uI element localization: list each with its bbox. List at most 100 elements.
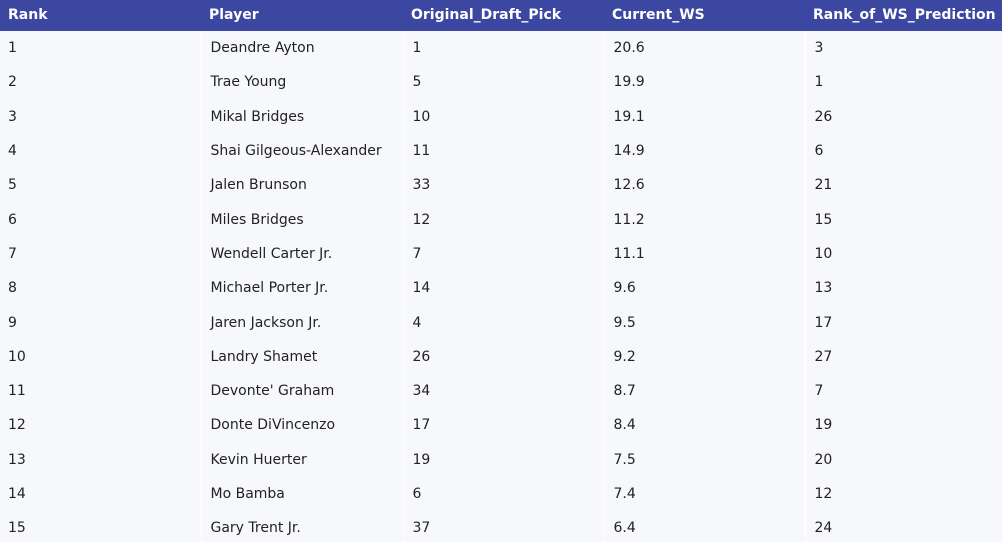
table-row: 7 Wendell Carter Jr. 7 11.1 10 bbox=[0, 236, 1002, 272]
cell-current-ws: 9.2 bbox=[602, 339, 805, 374]
cell-original-draft-pick: 17 bbox=[401, 408, 604, 443]
cell-original-draft-pick: 33 bbox=[401, 168, 604, 203]
table-row: 3 Mikal Bridges 10 19.1 26 bbox=[0, 99, 1002, 134]
cell-rank: 15 bbox=[8, 520, 26, 537]
cell-current-ws: 6.4 bbox=[602, 511, 805, 542]
cell-rank: 7 bbox=[8, 245, 17, 262]
column-header-rank-of-ws-prediction[interactable]: Rank_of_WS_Prediction bbox=[813, 6, 996, 23]
column-header-player[interactable]: Player bbox=[209, 6, 259, 23]
cell-player: Landry Shamet bbox=[199, 339, 403, 374]
cell-player: Miles Bridges bbox=[199, 202, 403, 237]
cell-current-ws: 14.9 bbox=[602, 133, 805, 169]
cell-rank-of-ws-prediction: 19 bbox=[803, 408, 1002, 443]
cell-rank-of-ws-prediction: 1 bbox=[803, 65, 1002, 100]
cell-rank: 9 bbox=[8, 314, 17, 331]
cell-rank: 11 bbox=[8, 383, 26, 400]
cell-player: Jaren Jackson Jr. bbox=[199, 305, 403, 340]
cell-original-draft-pick: 12 bbox=[401, 202, 604, 237]
cell-rank-of-ws-prediction: 15 bbox=[803, 202, 1002, 237]
cell-player: Mo Bamba bbox=[199, 476, 403, 512]
cell-rank: 12 bbox=[8, 417, 26, 434]
cell-player: Jalen Brunson bbox=[199, 168, 403, 203]
cell-original-draft-pick: 1 bbox=[401, 31, 604, 66]
cell-rank: 2 bbox=[8, 74, 17, 91]
table-row: 1 Deandre Ayton 1 20.6 3 bbox=[0, 31, 1002, 66]
cell-current-ws: 11.1 bbox=[602, 236, 805, 272]
cell-current-ws: 20.6 bbox=[602, 31, 805, 66]
cell-original-draft-pick: 5 bbox=[401, 65, 604, 100]
cell-current-ws: 7.4 bbox=[602, 476, 805, 512]
table-header: Rank Player Original_Draft_Pick Current_… bbox=[0, 0, 1002, 31]
cell-player: Kevin Huerter bbox=[199, 442, 403, 477]
cell-rank: 6 bbox=[8, 211, 17, 228]
cell-current-ws: 19.1 bbox=[602, 99, 805, 134]
cell-player: Deandre Ayton bbox=[199, 31, 403, 66]
cell-rank-of-ws-prediction: 13 bbox=[803, 271, 1002, 306]
table-row: 13 Kevin Huerter 19 7.5 20 bbox=[0, 442, 1002, 477]
cell-rank: 10 bbox=[8, 348, 26, 365]
table-row: 5 Jalen Brunson 33 12.6 21 bbox=[0, 168, 1002, 203]
column-header-current-ws[interactable]: Current_WS bbox=[612, 6, 705, 23]
cell-current-ws: 9.5 bbox=[602, 305, 805, 340]
cell-player: Gary Trent Jr. bbox=[199, 511, 403, 542]
cell-current-ws: 7.5 bbox=[602, 442, 805, 477]
table-row: 12 Donte DiVincenzo 17 8.4 19 bbox=[0, 408, 1002, 443]
table-row: 8 Michael Porter Jr. 14 9.6 13 bbox=[0, 271, 1002, 306]
cell-current-ws: 11.2 bbox=[602, 202, 805, 237]
cell-rank: 4 bbox=[8, 143, 17, 160]
cell-original-draft-pick: 4 bbox=[401, 305, 604, 340]
cell-original-draft-pick: 11 bbox=[401, 133, 604, 169]
cell-rank: 14 bbox=[8, 486, 26, 502]
table-row: 14 Mo Bamba 6 7.4 12 bbox=[0, 476, 1002, 512]
cell-rank: 5 bbox=[8, 177, 17, 194]
cell-original-draft-pick: 6 bbox=[401, 476, 604, 512]
cell-player: Donte DiVincenzo bbox=[199, 408, 403, 443]
table-row: 4 Shai Gilgeous-Alexander 11 14.9 6 bbox=[0, 133, 1002, 169]
header-row: Rank Player Original_Draft_Pick Current_… bbox=[0, 0, 1002, 31]
table-row: 10 Landry Shamet 26 9.2 27 bbox=[0, 339, 1002, 374]
cell-rank-of-ws-prediction: 7 bbox=[803, 373, 1002, 409]
cell-current-ws: 19.9 bbox=[602, 65, 805, 100]
cell-current-ws: 9.6 bbox=[602, 271, 805, 306]
cell-rank-of-ws-prediction: 6 bbox=[803, 133, 1002, 169]
cell-original-draft-pick: 37 bbox=[401, 511, 604, 542]
cell-rank-of-ws-prediction: 20 bbox=[803, 442, 1002, 477]
table-row: 2 Trae Young 5 19.9 1 bbox=[0, 65, 1002, 100]
cell-rank: 3 bbox=[8, 108, 17, 125]
cell-original-draft-pick: 26 bbox=[401, 339, 604, 374]
cell-rank: 1 bbox=[8, 40, 17, 57]
cell-current-ws: 8.7 bbox=[602, 373, 805, 409]
cell-current-ws: 12.6 bbox=[602, 168, 805, 203]
table-row: 15 Gary Trent Jr. 37 6.4 24 bbox=[0, 511, 1002, 542]
cell-original-draft-pick: 34 bbox=[401, 373, 604, 409]
cell-player: Mikal Bridges bbox=[199, 99, 403, 134]
cell-rank-of-ws-prediction: 24 bbox=[803, 511, 1002, 542]
cell-rank: 13 bbox=[8, 451, 26, 468]
cell-original-draft-pick: 10 bbox=[401, 99, 604, 134]
cell-rank-of-ws-prediction: 10 bbox=[803, 236, 1002, 272]
cell-current-ws: 8.4 bbox=[602, 408, 805, 443]
cell-player: Wendell Carter Jr. bbox=[199, 236, 403, 272]
table-row: 9 Jaren Jackson Jr. 4 9.5 17 bbox=[0, 305, 1002, 340]
cell-player: Michael Porter Jr. bbox=[199, 271, 403, 306]
cell-rank-of-ws-prediction: 3 bbox=[803, 31, 1002, 66]
cell-rank: 8 bbox=[8, 280, 17, 297]
cell-player: Devonte' Graham bbox=[199, 373, 403, 409]
table-row: 6 Miles Bridges 12 11.2 15 bbox=[0, 202, 1002, 237]
cell-player: Shai Gilgeous-Alexander bbox=[199, 133, 403, 169]
cell-rank-of-ws-prediction: 27 bbox=[803, 339, 1002, 374]
table-body: 1 Deandre Ayton 1 20.6 3 2 Trae Young 5 19.9 1 3 Mi… bbox=[0, 31, 1002, 542]
cell-original-draft-pick: 7 bbox=[401, 236, 604, 272]
cell-rank-of-ws-prediction: 26 bbox=[803, 99, 1002, 134]
table-row: 11 Devonte' Graham 34 8.7 7 bbox=[0, 373, 1002, 409]
cell-player: Trae Young bbox=[199, 65, 403, 100]
cell-rank-of-ws-prediction: 12 bbox=[803, 476, 1002, 512]
cell-original-draft-pick: 19 bbox=[401, 442, 604, 477]
column-header-original-draft-pick[interactable]: Original_Draft_Pick bbox=[411, 6, 562, 23]
cell-original-draft-pick: 14 bbox=[401, 271, 604, 306]
cell-rank-of-ws-prediction: 17 bbox=[803, 305, 1002, 340]
column-header-rank[interactable]: Rank bbox=[8, 6, 48, 23]
cell-rank-of-ws-prediction: 21 bbox=[803, 168, 1002, 203]
